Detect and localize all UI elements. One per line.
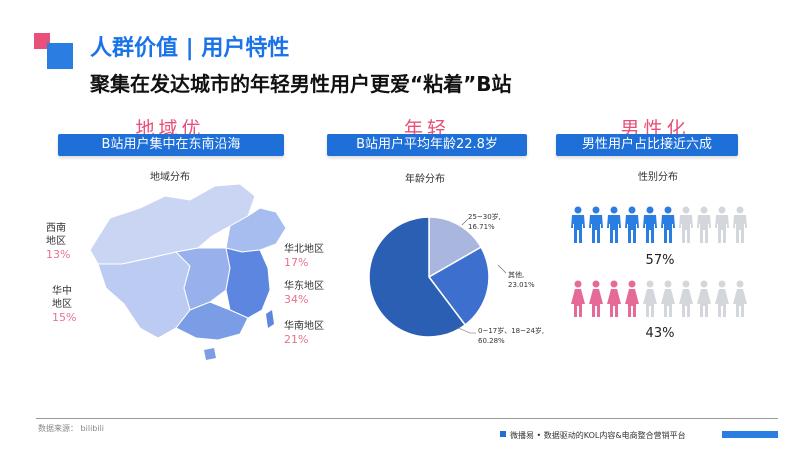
footer-divider — [36, 418, 778, 419]
male-person-icon — [733, 206, 747, 243]
map-central — [174, 247, 231, 311]
region-east-value: 34% — [284, 293, 309, 306]
male-person-icon — [589, 206, 603, 243]
male-icon-row — [570, 206, 750, 246]
male-person-icon — [571, 206, 585, 243]
pie-label-25-30-value: 16.71% — [468, 223, 495, 231]
pie-label-25-30-name: 25~30岁, — [468, 213, 501, 221]
female-percentage: 43% — [645, 326, 675, 341]
pie-label-25-30: 25~30岁, 16.71% — [468, 212, 501, 232]
page-subtitle: 聚集在发达城市的年轻男性用户更爱“粘着”B站 — [90, 72, 512, 96]
female-person-icon — [715, 280, 729, 317]
female-person-icon — [679, 280, 693, 317]
map-hainan — [204, 348, 216, 360]
male-person-icon — [715, 206, 729, 243]
map-south — [175, 301, 249, 341]
footer-brand: 微播易 • 数据驱动的KOL内容&电商整合营销平台 — [510, 431, 686, 440]
region-central-name1: 华中 — [52, 286, 72, 297]
map-southwest — [97, 251, 191, 339]
chart-title-gender: 性别分布 — [638, 172, 678, 183]
region-southwest-name2: 地区 — [46, 236, 66, 247]
pie-label-0-24-value: 60.28% — [478, 337, 505, 345]
region-southwest-name1: 西南 — [46, 223, 66, 234]
female-person-icon — [643, 280, 657, 317]
pie-label-0-24: 0~17岁、18~24岁, 60.28% — [478, 326, 544, 346]
pie-label-0-24-name: 0~17岁、18~24岁, — [478, 327, 545, 335]
male-person-icon — [607, 206, 621, 243]
region-central: 华中 地区 15% — [52, 285, 102, 324]
female-person-icon — [571, 280, 585, 317]
footer-bar — [722, 431, 778, 438]
region-south-value: 21% — [284, 333, 309, 346]
region-south: 华南地区 21% — [284, 320, 344, 346]
male-person-icon — [679, 206, 693, 243]
header-accent-blue — [47, 43, 73, 69]
female-person-icon — [589, 280, 603, 317]
pie-leader-lines — [455, 218, 507, 334]
region-central-name2: 地区 — [52, 299, 72, 310]
male-person-icon — [625, 206, 639, 243]
region-north-name: 华北地区 — [284, 244, 324, 255]
region-east-name: 华东地区 — [284, 281, 324, 292]
female-person-icon — [661, 280, 675, 317]
female-person-icon — [733, 280, 747, 317]
male-percentage: 57% — [645, 253, 675, 268]
male-person-icon — [661, 206, 675, 243]
map-east — [225, 247, 271, 319]
region-north-value: 17% — [284, 256, 309, 269]
pill-gender: 男性用户占比接近六成 — [556, 134, 738, 156]
china-map — [89, 183, 287, 360]
region-south-name: 华南地区 — [284, 321, 324, 332]
pie-label-other-value: 23.01% — [508, 281, 535, 289]
pill-region: B站用户集中在东南沿海 — [58, 134, 284, 156]
female-person-icon — [607, 280, 621, 317]
female-icon-row — [570, 280, 750, 320]
page-title: 人群价值 | 用户特性 — [90, 36, 290, 61]
footer-square — [500, 431, 506, 437]
chart-title-age: 年龄分布 — [405, 174, 445, 185]
map-taiwan — [266, 310, 274, 328]
male-person-icon — [697, 206, 711, 243]
pie-slice — [427, 246, 490, 326]
female-person-icon — [697, 280, 711, 317]
region-southwest: 西南 地区 13% — [46, 222, 96, 261]
header-accent-pink — [34, 33, 50, 49]
pie-slice — [368, 216, 467, 338]
age-pie-chart — [368, 216, 490, 338]
chart-title-region: 地域分布 — [150, 172, 190, 183]
region-central-value: 15% — [52, 311, 77, 324]
region-southwest-value: 13% — [46, 248, 71, 261]
male-person-icon — [643, 206, 657, 243]
pie-label-other: 其他, 23.01% — [508, 270, 535, 290]
region-north: 华北地区 17% — [284, 243, 344, 269]
pill-age: B站用户平均年龄22.8岁 — [327, 134, 527, 156]
pie-label-other-name: 其他, — [508, 271, 525, 279]
female-person-icon — [625, 280, 639, 317]
pie-slice — [428, 216, 483, 279]
data-source: 数据来源： bilibili — [38, 424, 105, 433]
region-east: 华东地区 34% — [284, 280, 344, 306]
